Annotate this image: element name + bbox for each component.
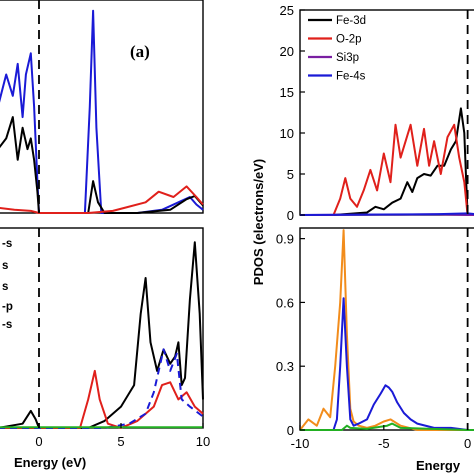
panel-frame [0, 227, 204, 429]
legend-label: O-2p [336, 34, 362, 46]
x-tick-label: -5 [378, 436, 390, 451]
series-line-black-0 [0, 241, 204, 429]
series-line-fe-3d [300, 107, 474, 216]
legend: Fe-3d O-2p Si3p Fe-4s [308, 15, 366, 83]
panel-bottom-right: Energy 0 0.3 0.6 0.9 -10 -5 0 [276, 227, 474, 473]
series-line-orange-0 [299, 229, 474, 431]
series-line-blue-1 [300, 297, 474, 431]
y-tick-label: 20 [280, 44, 294, 59]
panel-tag: (a) [130, 42, 150, 61]
legend-fragment-1: -s [2, 238, 12, 250]
x-tick-label: 10 [196, 434, 210, 449]
x-tick-label: -10 [291, 436, 310, 451]
x-tick-label: 0 [464, 436, 471, 451]
x-axis-title: Energy (eV) [14, 455, 86, 470]
y-tick-label: 0 [287, 208, 294, 223]
legend-fragment-3: s [2, 281, 8, 293]
y-tick-label: 0 [287, 423, 294, 438]
legend-label: Fe-4s [336, 71, 366, 83]
y-tick-label: 0.9 [276, 232, 294, 247]
legend-label: Fe-3d [336, 15, 366, 27]
y-tick-label: 10 [280, 126, 294, 141]
panel-bottom-left: -s s s -p -s Energy (eV) 0 5 10 [0, 227, 210, 470]
legend-fragment-5: -s [2, 319, 12, 331]
y-tick-label: 0.6 [276, 295, 294, 310]
y-axis-title: PDOS (electrons/eV) [251, 159, 266, 285]
legend-label: Si3p [336, 52, 359, 64]
legend-fragment-2: s [2, 260, 8, 272]
panel-top-right: 0 5 10 15 20 25 Fe-3d O-2p Si3p Fe-4s [280, 3, 474, 223]
cropped-legend: -s s s -p -s [2, 238, 13, 331]
y-tick-label: 15 [280, 85, 294, 100]
series-line-blue-0 [0, 9, 204, 214]
panel-top-left: (a) [0, 0, 204, 214]
y-tick-label: 5 [287, 167, 294, 182]
panel-frame [299, 9, 474, 216]
series-line-o-2p [300, 123, 474, 216]
x-tick-label: 0 [35, 434, 42, 449]
series-line-black-1 [0, 116, 204, 214]
series-line-blue-2 [0, 348, 204, 429]
series-line-green-2 [300, 422, 474, 431]
y-tick-label: 25 [280, 3, 294, 18]
series-line-fe-4s [299, 212, 474, 216]
x-tick-label: 5 [117, 434, 124, 449]
series-line-red-1 [0, 369, 204, 429]
series-line-red-2 [0, 185, 204, 214]
x-axis-title: Energy [416, 458, 461, 473]
panel-frame [299, 227, 474, 431]
panel-frame [0, 0, 204, 214]
y-tick-label: 0.3 [276, 359, 294, 374]
legend-fragment-4: -p [2, 301, 13, 313]
